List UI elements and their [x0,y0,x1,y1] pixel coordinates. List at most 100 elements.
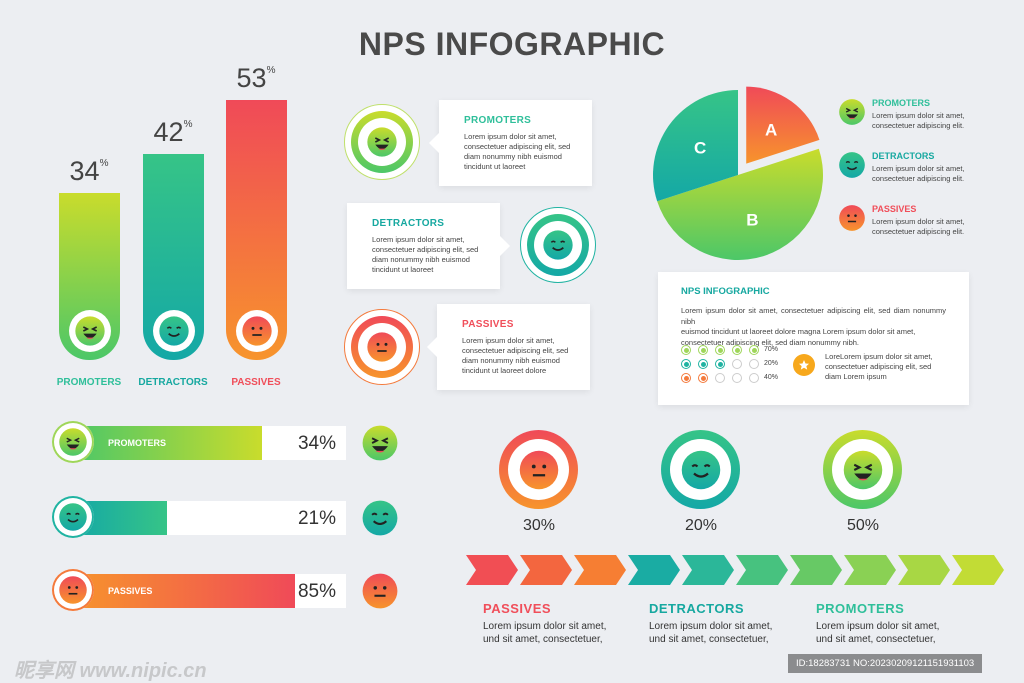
legend-line: Lorem ipsum dolor sit amet, [872,217,965,226]
dot-row-label: 20% [764,360,779,367]
info-side-line: diam Lorem ipsum [825,372,887,381]
legend-line: consectetuer adipiscing elit. [872,121,965,130]
hbar-value-label: 21% [297,508,336,529]
pie-slice-label: A [765,120,777,139]
callout-line: consectetuer adipiscing elit, sed [464,142,571,151]
legend-line: consectetuer adipiscing elit. [872,227,965,236]
legend-line: Lorem ipsum dolor sit amet, [872,164,965,173]
dot [681,359,691,369]
dot-row-label: 70% [764,346,779,353]
face-icon [361,572,399,610]
info-side-line: consectetuer adipiscing elit, sed [825,362,932,371]
callout-pointer [500,236,510,256]
bottom-block: PASSIVES Lorem ipsum dolor sit amet, und… [483,601,643,646]
dot-row-label: 40% [764,374,779,381]
face-icon [153,310,195,352]
face-icon [361,424,399,462]
hbar-value-label: 85% [297,581,336,602]
face-icon [52,569,94,611]
dot [698,359,708,369]
callout-line: diam nonummy nibh euismod [462,356,560,365]
bar-category-label: PASSIVES [231,377,281,388]
hbar-value-label: 34% [297,433,336,454]
face-icon [534,221,582,269]
page-title: NPS INFOGRAPHIC [358,26,666,62]
chevron-arrow [574,555,626,585]
watermark: 昵享网 www.nipic.cn [14,660,207,682]
callout-pointer [429,133,439,153]
pie-chart: A B C [653,86,823,260]
bottom-title: PROMOTERS [816,601,905,616]
bottom-line: Lorem ipsum dolor sit amet, [816,621,940,632]
info-card: NPS INFOGRAPHIC Lorem ipsum dolor sit am… [658,272,969,405]
dot [681,373,691,383]
chevron-arrow [736,555,788,585]
callout-line: consectetuer adipiscing elit, sed [462,346,569,355]
callout-title: PASSIVES [462,319,514,330]
legend-title: DETRACTORS [872,151,935,161]
face-icon [236,310,278,352]
info-card-line: Lorem ipsum dolor sit amet, consectetuer… [681,306,946,326]
legend-line: Lorem ipsum dolor sit amet, [872,111,965,120]
bar-value: 34 [69,156,100,187]
info-card-line: consectetuer adipiscing elit, sed diam n… [681,337,860,347]
hbar-fill-passives [72,574,295,608]
ring-value-label: 50% [846,517,880,534]
face-icon [52,496,94,538]
callout-line: Lorem ipsum dolor sit amet, [372,235,465,244]
bar-unit: % [183,118,193,130]
callout-card: PROMOTERS Lorem ipsum dolor sit amet, co… [439,100,592,186]
face-icon [52,421,94,463]
bottom-title: DETRACTORS [649,601,745,616]
bottom-line: und sit amet, consectetuer, [483,634,603,645]
pie-slice-c [653,90,738,202]
dot [732,373,742,383]
face-icon [361,499,399,537]
dot [698,345,708,355]
callout-line: tincidunt ut laoreet [464,162,526,171]
face-icon [69,310,111,352]
bar-unit: % [99,158,109,170]
ring-value-label: 30% [522,517,556,534]
bottom-line: Lorem ipsum dolor sit amet, [649,621,773,632]
bar-category-label: DETRACTORS [138,377,208,388]
chevron-arrow [682,555,734,585]
callout-card: DETRACTORS Lorem ipsum dolor sit amet, c… [347,203,500,289]
face-icon [670,439,731,500]
face-icon [508,439,569,500]
face-icon [838,204,866,232]
info-side-line: LoreLorem ipsum dolor sit amet, [825,352,933,361]
face-ring [520,207,596,283]
callout-pointer [427,337,437,357]
callout-line: Lorem ipsum dolor sit amet, [464,132,557,141]
pie-slice-label: B [746,210,758,229]
ring-value-label: 20% [684,517,718,534]
face-icon [832,439,893,500]
dot [715,345,725,355]
bottom-block: DETRACTORS Lorem ipsum dolor sit amet, u… [649,601,809,646]
legend-title: PROMOTERS [872,98,931,108]
bottom-line: Lorem ipsum dolor sit amet, [483,621,607,632]
face-icon [358,118,406,166]
dot [715,359,725,369]
chevron-arrow [898,555,950,585]
callout-line: tincidunt ut laoreet [372,265,434,274]
hbar-category-label: PROMOTERS [108,438,167,448]
bottom-line: und sit amet, consectetuer, [649,634,769,645]
bottom-line: und sit amet, consectetuer, [816,634,936,645]
bar-unit: % [266,65,276,76]
callout-line: diam nonummy nibh euismod [464,152,562,161]
legend-line: consectetuer adipiscing elit. [872,174,965,183]
pie-slice-a [746,86,820,164]
chevron-progress [466,555,1004,585]
chevron-arrow [520,555,572,585]
face-icon [838,98,866,126]
face-icon [358,323,406,371]
legend-title: PASSIVES [872,204,917,214]
bottom-title: PASSIVES [483,601,552,616]
bar-value: 42 [153,116,184,147]
info-card-line: euismod tincidunt ut laoreet dolore magn… [681,327,916,336]
dot [681,345,691,355]
dot [715,373,725,383]
callout-line: tincidunt ut laoreet dolore [462,366,547,375]
